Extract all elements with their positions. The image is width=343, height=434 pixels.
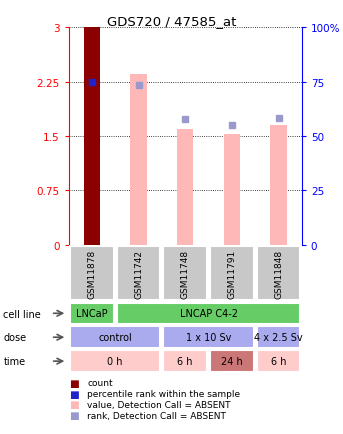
- Text: 4 x 2.5 Sv: 4 x 2.5 Sv: [254, 332, 303, 342]
- Text: GSM11748: GSM11748: [181, 249, 190, 298]
- Bar: [163, 327, 254, 348]
- Text: control: control: [98, 332, 132, 342]
- Bar: [257, 247, 300, 300]
- Text: 1 x 10 Sv: 1 x 10 Sv: [186, 332, 231, 342]
- Bar: [257, 327, 300, 348]
- Bar: [163, 351, 207, 372]
- Bar: [130, 75, 147, 245]
- Bar: [117, 303, 300, 324]
- Bar: [117, 247, 161, 300]
- Text: cell line: cell line: [3, 309, 41, 319]
- Bar: [210, 247, 254, 300]
- Bar: [210, 351, 254, 372]
- Text: count: count: [87, 378, 113, 387]
- Text: time: time: [3, 357, 26, 366]
- Text: dose: dose: [3, 333, 26, 342]
- Bar: [84, 28, 100, 245]
- Text: ■: ■: [69, 378, 78, 388]
- Bar: [163, 247, 207, 300]
- Text: ■: ■: [69, 389, 78, 398]
- Text: percentile rank within the sample: percentile rank within the sample: [87, 389, 240, 398]
- Bar: [70, 247, 114, 300]
- Bar: [270, 126, 287, 245]
- Text: LNCaP: LNCaP: [76, 309, 108, 319]
- Text: ■: ■: [69, 400, 78, 409]
- Text: GSM11878: GSM11878: [87, 249, 96, 298]
- Text: LNCAP C4-2: LNCAP C4-2: [179, 309, 238, 319]
- Bar: [70, 327, 161, 348]
- Text: ■: ■: [69, 411, 78, 420]
- Text: GDS720 / 47585_at: GDS720 / 47585_at: [107, 15, 236, 28]
- Text: 24 h: 24 h: [221, 356, 243, 366]
- Bar: [177, 129, 193, 245]
- Text: 0 h: 0 h: [107, 356, 123, 366]
- Text: GSM11791: GSM11791: [227, 249, 236, 298]
- Text: value, Detection Call = ABSENT: value, Detection Call = ABSENT: [87, 400, 231, 409]
- Bar: [224, 135, 240, 245]
- Bar: [257, 351, 300, 372]
- Text: 6 h: 6 h: [271, 356, 286, 366]
- Text: rank, Detection Call = ABSENT: rank, Detection Call = ABSENT: [87, 411, 226, 420]
- Text: GSM11848: GSM11848: [274, 249, 283, 298]
- Text: GSM11742: GSM11742: [134, 249, 143, 298]
- Text: 6 h: 6 h: [177, 356, 193, 366]
- Bar: [70, 351, 161, 372]
- Bar: [70, 303, 114, 324]
